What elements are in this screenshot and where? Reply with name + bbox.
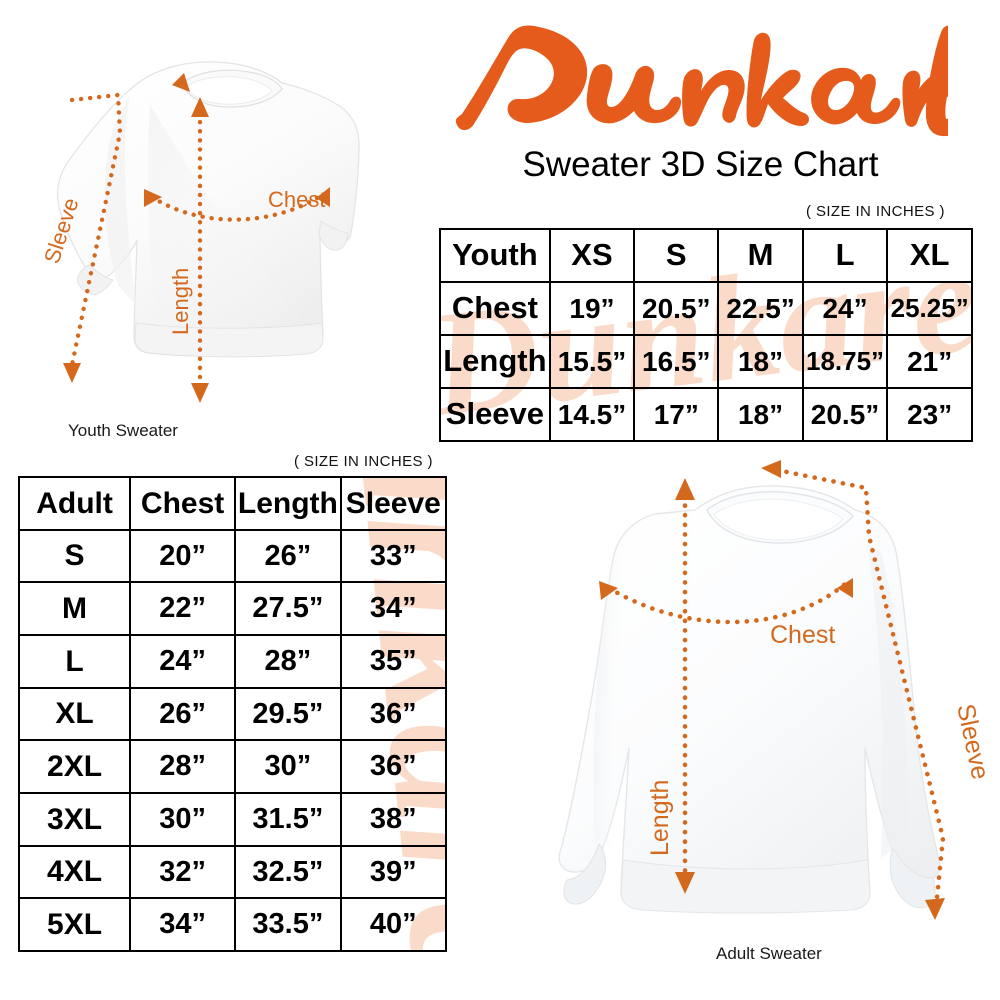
youth-chest-label: Chest [268,187,325,212]
table-row: 5XL 34” 33.5” 40” [18,897,447,952]
adult-size-label: 3XL [18,791,132,847]
table-row: S 20” 26” 33” [18,528,447,584]
adult-sleeve-cell: 34” [339,581,447,636]
adult-col-header: Sleeve [339,476,447,531]
adult-length-cell: 31.5” [234,791,342,847]
adult-length-cell: 28” [234,633,342,689]
youth-cell: 23” [886,387,973,442]
adult-sweater-caption: Adult Sweater [716,944,822,963]
youth-sweater-caption: Youth Sweater [68,421,178,440]
youth-cell: 14.5” [548,387,636,442]
adult-chest-cell: 26” [129,686,237,742]
adult-length-cell: 32.5” [234,844,342,900]
chest-guide-line [606,581,848,625]
youth-size-table: Youth XS S M L XL Chest 19” 20.5” 22.5” … [439,228,973,442]
adult-size-table: Adult Chest Length Sleeve S 20” 26” 33” … [18,476,447,952]
adult-sleeve-cell: 38” [339,791,447,847]
adult-col-header: Adult [18,476,132,531]
youth-corner-label: Youth [439,228,551,283]
table-row: 4XL 32” 32.5” 39” [18,844,447,900]
adult-size-label: 4XL [18,844,132,900]
youth-measure-guides [69,92,325,393]
adult-sleeve-label: Sleeve [951,701,994,782]
youth-size-table-container: Dunkare Youth XS S M L XL Chest 19” 20.5… [439,228,973,442]
youth-cell: 21” [886,334,973,389]
adult-sleeve-cell: 36” [339,739,447,794]
adult-sleeve-cell: 33” [339,528,447,584]
adult-size-label: 2XL [18,739,132,794]
youth-size-header: M [717,228,804,283]
adult-sleeve-cell: 36” [339,686,447,742]
youth-size-header: L [801,228,889,283]
adult-chest-cell: 20” [129,528,237,584]
adult-garment-shape [558,485,941,914]
adult-chest-cell: 32” [129,844,237,900]
brand-logo [448,18,948,148]
youth-garment-shape [57,61,360,358]
youth-row-label: Chest [439,281,551,336]
youth-size-unit-note: ( SIZE IN INCHES ) [806,203,945,220]
adult-length-cell: 29.5” [234,686,342,742]
table-row: Adult Chest Length Sleeve [18,476,447,531]
table-row: L 24” 28” 35” [18,633,447,689]
youth-sweater-illustration: Chest Length Sleeve [10,35,430,405]
sleeve-guide-line [69,92,123,368]
youth-cell: 18” [717,334,804,389]
adult-sleeve-cell: 35” [339,633,447,689]
youth-row-label: Length [439,334,551,389]
youth-size-header: XS [548,228,636,283]
youth-length-label: Length [168,268,193,335]
adult-size-label: M [18,581,132,636]
youth-size-header: S [633,228,720,283]
youth-size-header: XL [886,228,973,283]
youth-cell: 15.5” [548,334,636,389]
adult-length-cell: 26” [234,528,342,584]
adult-measure-arrowheads [599,460,945,920]
adult-sleeve-cell: 40” [339,897,447,952]
youth-measure-arrowheads [63,73,330,403]
adult-chest-cell: 22” [129,581,237,636]
youth-cell: 18.75” [801,334,889,389]
adult-size-label: L [18,633,132,689]
youth-cell: 20.5” [801,387,889,442]
table-row: Youth XS S M L XL [439,228,973,283]
adult-chest-label: Chest [770,621,835,649]
adult-length-cell: 30” [234,739,342,794]
adult-chest-cell: 34” [129,897,237,952]
youth-cell: 19” [548,281,636,336]
youth-cell: 20.5” [633,281,720,336]
adult-size-unit-note: ( SIZE IN INCHES ) [294,453,433,470]
adult-chest-cell: 28” [129,739,237,794]
adult-col-header: Length [234,476,342,531]
adult-sleeve-cell: 39” [339,844,447,900]
adult-length-cell: 33.5” [234,897,342,952]
table-row: Length 15.5” 16.5” 18” 18.75” 21” [439,334,973,389]
youth-cell: 24” [801,281,889,336]
youth-cell: 25.25” [886,281,973,336]
table-row: Chest 19” 20.5” 22.5” 24” 25.25” [439,281,973,336]
adult-length-label: Length [646,780,674,856]
adult-length-cell: 27.5” [234,581,342,636]
adult-measure-guides [606,467,946,911]
table-row: XL 26” 29.5” 36” [18,686,447,742]
youth-cell: 22.5” [717,281,804,336]
adult-chest-cell: 24” [129,633,237,689]
page-title: Sweater 3D Size Chart [522,145,879,184]
table-row: 2XL 28” 30” 36” [18,739,447,794]
adult-col-header: Chest [129,476,237,531]
adult-chest-cell: 30” [129,791,237,847]
youth-row-label: Sleeve [439,387,551,442]
youth-cell: 17” [633,387,720,442]
adult-size-label: 5XL [18,897,132,952]
adult-size-label: XL [18,686,132,742]
adult-size-label: S [18,528,132,584]
table-row: 3XL 30” 31.5” 38” [18,791,447,847]
youth-cell: 18” [717,387,804,442]
adult-size-table-container: Dunkare Adult Chest Length Sleeve S 20” … [18,476,447,952]
table-row: M 22” 27.5” 34” [18,581,447,636]
adult-sweater-illustration: Chest Length Sleeve [555,448,1000,948]
youth-cell: 16.5” [633,334,720,389]
table-row: Sleeve 14.5” 17” 18” 20.5” 23” [439,387,973,442]
